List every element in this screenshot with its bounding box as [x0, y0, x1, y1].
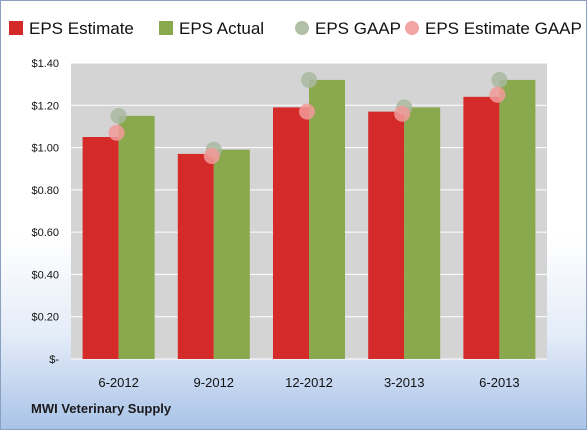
- x-tick-label: 6-2012: [98, 375, 138, 390]
- marker-eps-estimate-gaap: [299, 103, 315, 120]
- legend-swatch: [159, 21, 173, 35]
- legend-label: EPS Actual: [179, 19, 264, 38]
- bar-eps-estimate: [82, 137, 119, 359]
- marker-eps-gaap: [110, 107, 127, 124]
- marker-eps-estimate-gaap: [203, 148, 220, 165]
- x-tick-label: 3-2013: [384, 375, 424, 390]
- bar-eps-actual: [404, 107, 441, 360]
- marker-eps-gaap: [301, 71, 317, 88]
- markers: [108, 71, 508, 165]
- bar-eps-estimate: [368, 111, 405, 359]
- bar-eps-actual: [213, 149, 250, 359]
- y-tick-label: $0.80: [31, 185, 59, 197]
- bar-eps-actual: [499, 79, 536, 360]
- company-name: MWI Veterinary Supply: [31, 401, 172, 416]
- legend-swatch: [9, 21, 23, 35]
- y-axis-ticks: $- $0.20 $0.40 $0.60 $0.80 $1.00 $1.20 $1.40: [31, 58, 59, 366]
- legend-swatch: [295, 21, 309, 35]
- x-tick-label: 12-2012: [285, 375, 333, 390]
- marker-eps-gaap: [491, 71, 508, 88]
- x-axis-ticks: 6-2012 9-2012 12-2012 3-2013 6-2013: [98, 375, 519, 390]
- x-tick-label: 9-2012: [194, 375, 234, 390]
- marker-eps-estimate-gaap: [394, 105, 411, 122]
- bars: [82, 79, 536, 360]
- legend: EPS Estimate EPS Actual EPS GAAP EPS Estima…: [9, 19, 582, 38]
- y-tick-label: $0.40: [31, 269, 59, 281]
- marker-eps-estimate-gaap: [108, 124, 125, 141]
- x-tick-label: 6-2013: [479, 375, 519, 390]
- y-tick-label: $0.60: [31, 227, 59, 239]
- legend-label: EPS Estimate GAAP: [425, 19, 582, 38]
- y-tick-label: $1.00: [31, 143, 59, 155]
- legend-swatch: [405, 21, 419, 35]
- bar-eps-estimate: [463, 96, 500, 359]
- y-tick-label: $0.20: [31, 312, 59, 324]
- legend-label: EPS Estimate: [29, 19, 134, 38]
- y-tick-label: $1.20: [31, 100, 59, 112]
- y-tick-label: $1.40: [31, 58, 59, 70]
- bar-eps-estimate: [273, 107, 309, 360]
- bar-eps-estimate: [177, 153, 214, 359]
- bar-eps-actual: [309, 79, 345, 360]
- y-tick-label: $-: [49, 354, 59, 366]
- marker-eps-estimate-gaap: [489, 86, 506, 103]
- bar-eps-actual: [118, 115, 155, 359]
- legend-label: EPS GAAP: [315, 19, 401, 38]
